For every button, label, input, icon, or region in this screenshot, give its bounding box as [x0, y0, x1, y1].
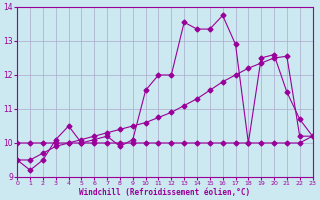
- X-axis label: Windchill (Refroidissement éolien,°C): Windchill (Refroidissement éolien,°C): [79, 188, 251, 197]
